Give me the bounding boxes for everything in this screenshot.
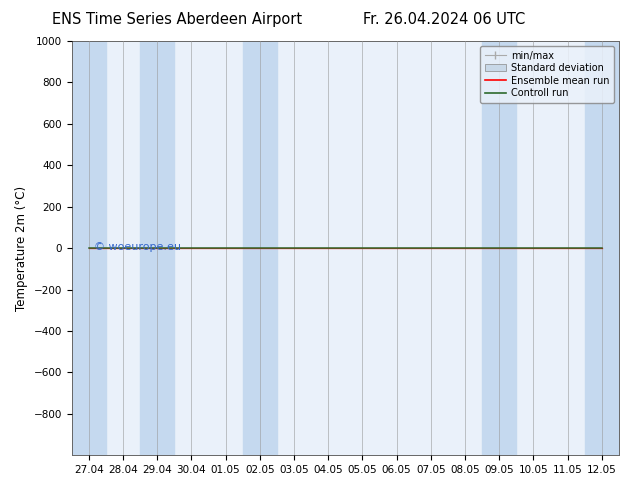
Y-axis label: Temperature 2m (°C): Temperature 2m (°C) xyxy=(15,186,28,311)
Bar xyxy=(585,41,619,455)
Bar xyxy=(482,41,516,455)
Text: © woeurope.eu: © woeurope.eu xyxy=(94,242,181,252)
Text: Fr. 26.04.2024 06 UTC: Fr. 26.04.2024 06 UTC xyxy=(363,12,525,27)
Bar xyxy=(140,41,174,455)
Bar xyxy=(72,41,106,455)
Bar xyxy=(243,41,277,455)
Legend: min/max, Standard deviation, Ensemble mean run, Controll run: min/max, Standard deviation, Ensemble me… xyxy=(480,46,614,103)
Text: ENS Time Series Aberdeen Airport: ENS Time Series Aberdeen Airport xyxy=(53,12,302,27)
